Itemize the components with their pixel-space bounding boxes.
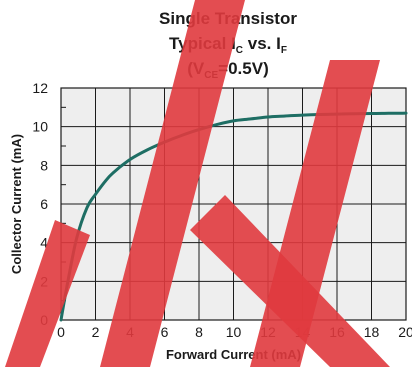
watermark-stroke xyxy=(5,220,90,367)
x-tick-label: 0 xyxy=(57,324,65,340)
x-tick-label: 18 xyxy=(364,324,380,340)
plot-border xyxy=(60,87,407,321)
y-tick-label: 12 xyxy=(32,80,48,96)
watermark-stroke xyxy=(190,195,390,367)
y-tick-label: 4 xyxy=(40,235,48,251)
x-tick-label: 10 xyxy=(226,324,242,340)
y-tick-label: 10 xyxy=(32,119,48,135)
x-tick-label: 20 xyxy=(398,324,412,340)
x-tick-label: 8 xyxy=(195,324,203,340)
watermark-stroke xyxy=(100,0,245,367)
x-tick-label: 6 xyxy=(161,324,169,340)
x-tick-label: 2 xyxy=(92,324,100,340)
y-tick-label: 8 xyxy=(40,157,48,173)
watermark xyxy=(5,0,390,367)
y-axis-label: Collector Current (mA) xyxy=(9,134,24,274)
y-tick-label: 6 xyxy=(40,196,48,212)
